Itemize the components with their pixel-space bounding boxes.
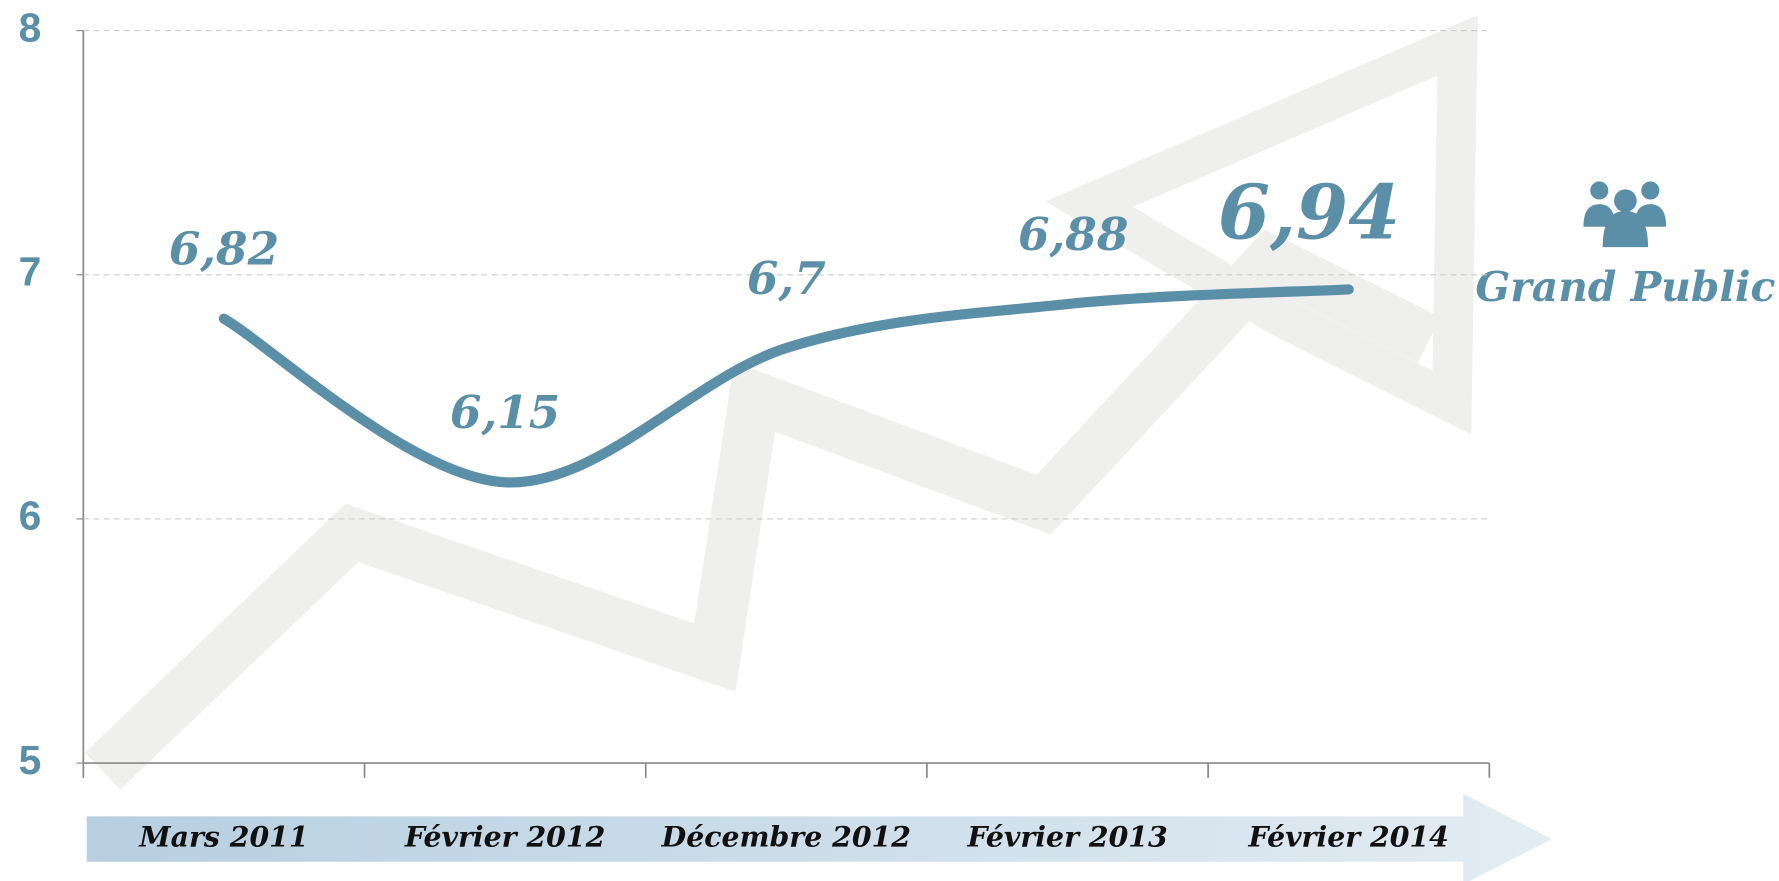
background-arrow xyxy=(84,14,1478,790)
y-tick-label: 8 xyxy=(19,4,42,50)
y-tick-label: 5 xyxy=(19,737,42,783)
x-tick-label: Février 2013 xyxy=(966,820,1167,854)
y-tick-label: 6 xyxy=(19,493,42,539)
people-icon xyxy=(1583,181,1667,248)
category-band xyxy=(86,793,1552,881)
value-label: 6,94 xyxy=(1218,169,1400,257)
legend-label: Grand Public xyxy=(1475,263,1775,311)
x-tick-label: Février 2014 xyxy=(1248,820,1449,854)
value-label: 6,88 xyxy=(1018,207,1128,261)
line xyxy=(218,284,1354,488)
value-label: 6,15 xyxy=(450,385,560,439)
x-tick-label: Mars 2011 xyxy=(138,820,308,854)
y-tick-label: 7 xyxy=(19,249,42,295)
value-label: 6,7 xyxy=(747,251,826,305)
legend: Grand Public xyxy=(1475,181,1775,311)
x-tick-label: Décembre 2012 xyxy=(661,820,911,854)
x-tick-label: Février 2012 xyxy=(404,820,605,854)
x-axis xyxy=(82,30,1491,778)
value-label: 6,82 xyxy=(169,221,279,275)
